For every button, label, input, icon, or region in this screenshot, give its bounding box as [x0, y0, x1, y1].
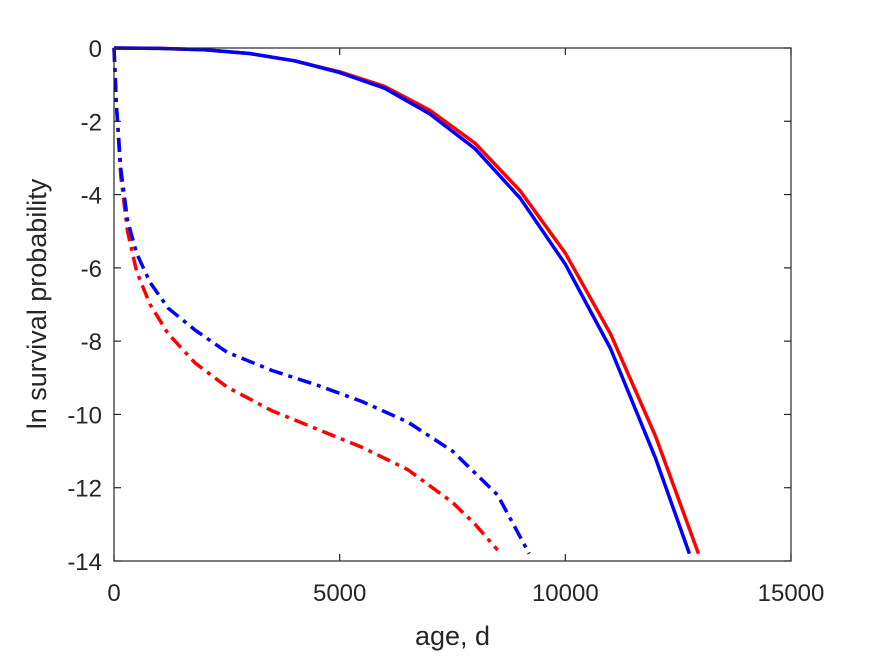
x-axis-title: age, d — [415, 621, 490, 651]
y-tick-label: -10 — [67, 402, 102, 429]
series-line-2 — [113, 46, 692, 555]
x-tick-label: 0 — [107, 580, 120, 607]
y-axis: 0 -2 -4 -6 -8 -10 -12 -14 — [67, 36, 791, 576]
y-tick-label: -14 — [67, 549, 102, 576]
y-axis-title: ln survival probability — [22, 178, 52, 429]
y-tick-label: -4 — [81, 183, 102, 210]
y-tick-label: -6 — [81, 256, 102, 283]
x-tick-label: 15000 — [758, 580, 825, 607]
y-tick-label: -12 — [67, 476, 102, 503]
y-tick-label: -2 — [81, 109, 102, 136]
y-tick-label: -8 — [81, 329, 102, 356]
x-axis: 0 5000 10000 15000 — [107, 48, 824, 607]
plot-lines — [112, 46, 701, 555]
x-tick-label: 10000 — [532, 580, 599, 607]
y-tick-label: 0 — [89, 36, 102, 63]
x-tick-label: 5000 — [313, 580, 366, 607]
plot-frame — [113, 47, 792, 562]
